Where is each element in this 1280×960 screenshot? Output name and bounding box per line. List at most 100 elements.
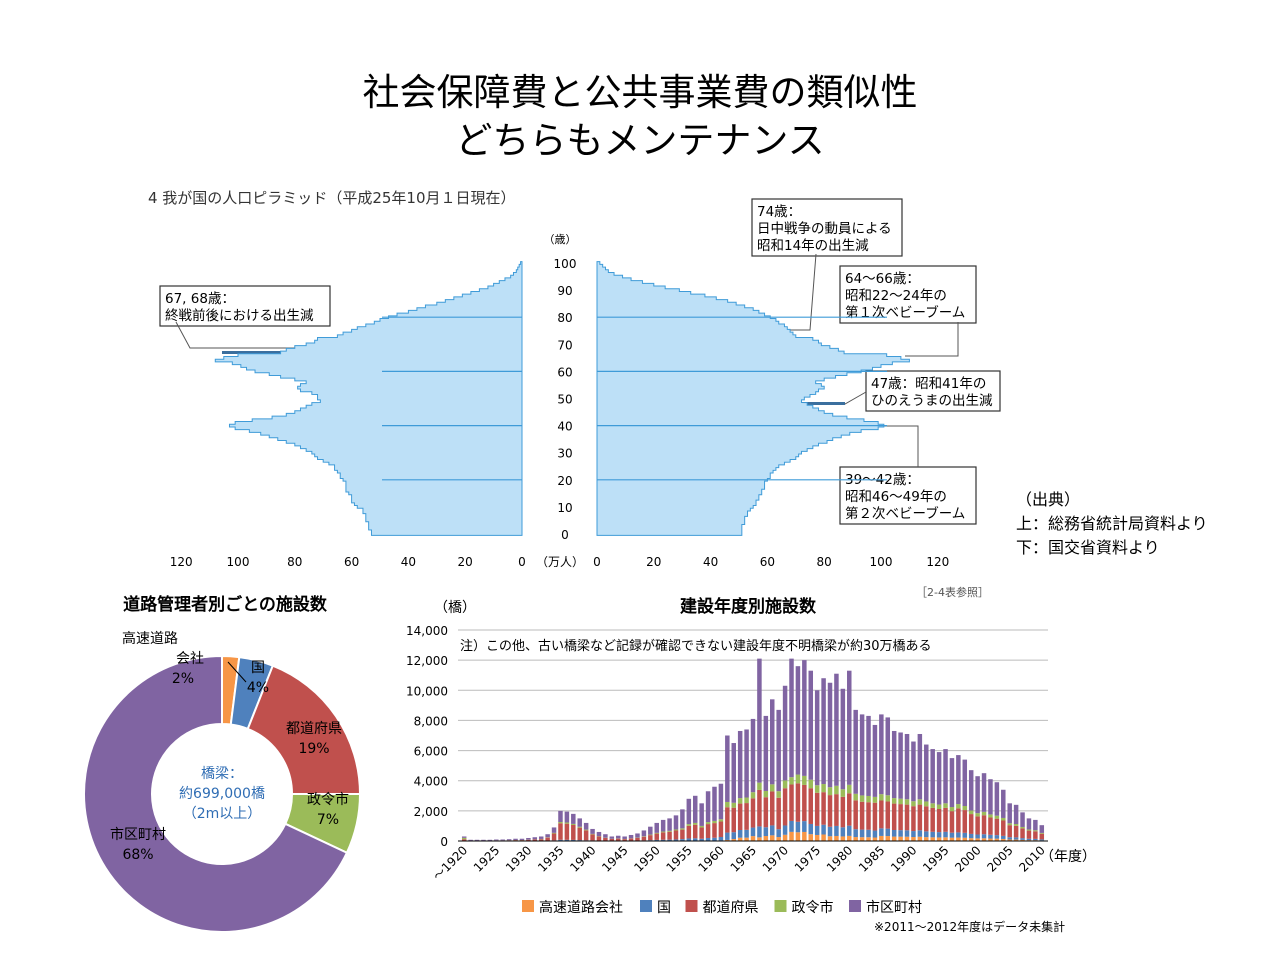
bar-segment [744, 729, 749, 798]
bar-segment [532, 839, 538, 841]
bar-x-tick: 1975 [792, 843, 823, 874]
bar-segment [936, 808, 942, 833]
bar-segment [898, 732, 903, 799]
bar-segment [936, 837, 942, 841]
bar-segment [725, 832, 730, 840]
bar-segment [911, 801, 916, 807]
construction-year-bar-chart: 建設年度別施設数 （橋） （年度） 注）この他、古い橋梁など記録が確認できない建… [406, 596, 1096, 934]
bar-segment [949, 837, 955, 841]
bar-segment [917, 836, 923, 841]
pyramid-female-x-tick: 60 [760, 555, 775, 569]
donut-slice-label: 国 [251, 660, 265, 676]
bar-x-tick: 1960 [696, 843, 727, 874]
bar-segment [461, 837, 467, 840]
bar-segment [866, 837, 871, 841]
bar-segment [609, 836, 615, 839]
bar-segment [571, 823, 576, 825]
bar-segment [673, 815, 679, 830]
bar-segment [834, 673, 839, 786]
bar-segment [718, 819, 724, 822]
bar-segment [667, 818, 672, 831]
donut-center-label: 約699,000橋 [179, 786, 265, 802]
bar-segment [558, 810, 563, 823]
bar-segment [641, 830, 647, 837]
bar-segment [891, 836, 897, 841]
bar-segment [737, 829, 743, 838]
bar-segment [904, 804, 910, 831]
annotation-67-68-box [159, 285, 331, 327]
bar-segment [936, 804, 942, 809]
bar-segment [795, 783, 801, 822]
bar-segment [737, 837, 743, 841]
bar-segment [558, 822, 563, 824]
bar-segment [975, 834, 980, 839]
bar-segment [1001, 838, 1006, 841]
bar-segment [538, 836, 544, 839]
bar-segment [461, 836, 467, 838]
donut-slice-label: 高速道路 [122, 630, 178, 647]
bar-segment [583, 829, 589, 831]
bar-segment [994, 815, 1000, 819]
bar-segment [891, 730, 897, 799]
source-note: （出典） 上：総務省統計局資料より 下：国交省資料より [1016, 488, 1208, 560]
bar-segment [898, 830, 903, 837]
pyramid-male-area [214, 261, 523, 536]
bar-segment [770, 699, 775, 785]
bar-segment [949, 832, 955, 838]
bar-segment [763, 835, 769, 841]
bar-segment [757, 837, 762, 841]
bar-segment [757, 782, 762, 790]
bar-segment [988, 779, 993, 815]
bar-segment [750, 792, 756, 799]
bar-segment [750, 836, 756, 841]
bar-y-tick: 8,000 [414, 714, 448, 728]
bar-segment [590, 828, 595, 834]
annotation-64-66-text: 昭和22～24年の [845, 288, 947, 304]
bar-segment [859, 829, 865, 838]
bar-segment [802, 831, 807, 841]
bar-segment [866, 829, 871, 838]
bar-segment [1020, 812, 1025, 827]
bar-segment [981, 838, 987, 841]
bar-segment [834, 794, 839, 826]
bar-segment [699, 803, 704, 826]
bar-segment [545, 834, 550, 838]
pyramid-female-x-tick: 40 [703, 555, 718, 569]
bar-segment [622, 839, 627, 841]
bar-segment [487, 839, 493, 841]
bar-segment [654, 832, 659, 834]
bar-segment [782, 834, 788, 841]
bar-segment [885, 801, 891, 829]
bar-segment [840, 796, 846, 828]
bar-segment [680, 828, 685, 830]
bar-segment [930, 749, 935, 804]
bar-segment [930, 803, 935, 808]
bar-segment [847, 835, 852, 841]
bar-y-tick: 14,000 [406, 624, 448, 638]
bar-segment [885, 836, 891, 841]
bar-segment [821, 678, 826, 785]
pyramid-age-tick: 40 [557, 420, 572, 434]
bar-segment [654, 839, 659, 841]
bar-segment [770, 835, 775, 841]
bar-segment [782, 685, 788, 781]
bar-segment [513, 838, 518, 840]
bar-segment [962, 832, 968, 838]
bar-segment [840, 827, 846, 837]
pyramid-male-x-tick: 0 [518, 555, 526, 569]
bar-segment [551, 827, 557, 833]
bar-segment [545, 837, 550, 841]
bar-segment [904, 733, 910, 800]
bar-segment [564, 822, 570, 824]
bar-segment [943, 837, 948, 841]
bar-segment [853, 793, 858, 801]
bar-segment [866, 715, 871, 796]
pyramid-age-tick: 80 [557, 311, 572, 325]
bar-segment [847, 825, 852, 836]
donut-slice-label: 4% [247, 680, 269, 696]
bar-segment [988, 838, 993, 841]
bar-chart-note: 注）この他、古い橋梁など記録が確認できない建設年度不明橋梁が約30万橋ある [460, 638, 932, 654]
bar-segment [879, 828, 884, 836]
bar-segment [519, 840, 525, 841]
